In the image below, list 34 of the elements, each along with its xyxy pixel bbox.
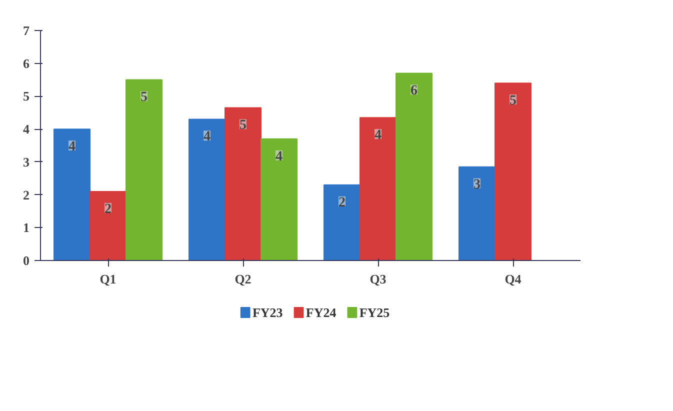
y-tick-label: 6 [23,56,30,71]
x-tick-label: Q1 [100,272,116,286]
bar [324,184,360,260]
bar [188,118,226,260]
data-label: 4 [374,128,382,143]
data-label: 4 [68,140,76,154]
y-tick-label: 7 [23,23,30,38]
bar [224,107,262,260]
legend-label: FY24 [306,305,337,320]
bar [260,138,298,260]
data-label: 4 [204,130,210,145]
bar [90,191,126,260]
data-label: 5 [240,118,246,134]
legend-label: FY23 [252,305,284,320]
x-tick-label: Q4 [504,272,522,286]
x-tick-label: Q3 [370,272,387,286]
data-label: 4 [276,149,282,164]
bar [360,117,396,260]
data-label: 5 [140,90,148,106]
data-label: 2 [338,195,346,210]
legend-label: FY25 [359,305,390,320]
bar [494,82,532,260]
y-tick-label: 0 [23,253,30,268]
bar [458,166,496,260]
x-tick-label: Q2 [234,272,252,286]
y-tick-label: 1 [23,220,30,236]
bar [54,128,90,260]
bar [126,79,162,260]
bar [396,72,432,260]
y-tick-label: 2 [23,187,30,202]
y-tick-label: 3 [23,154,30,170]
data-label: 2 [104,202,112,217]
y-tick-label: 4 [23,122,30,137]
y-tick-label: 5 [23,88,30,104]
